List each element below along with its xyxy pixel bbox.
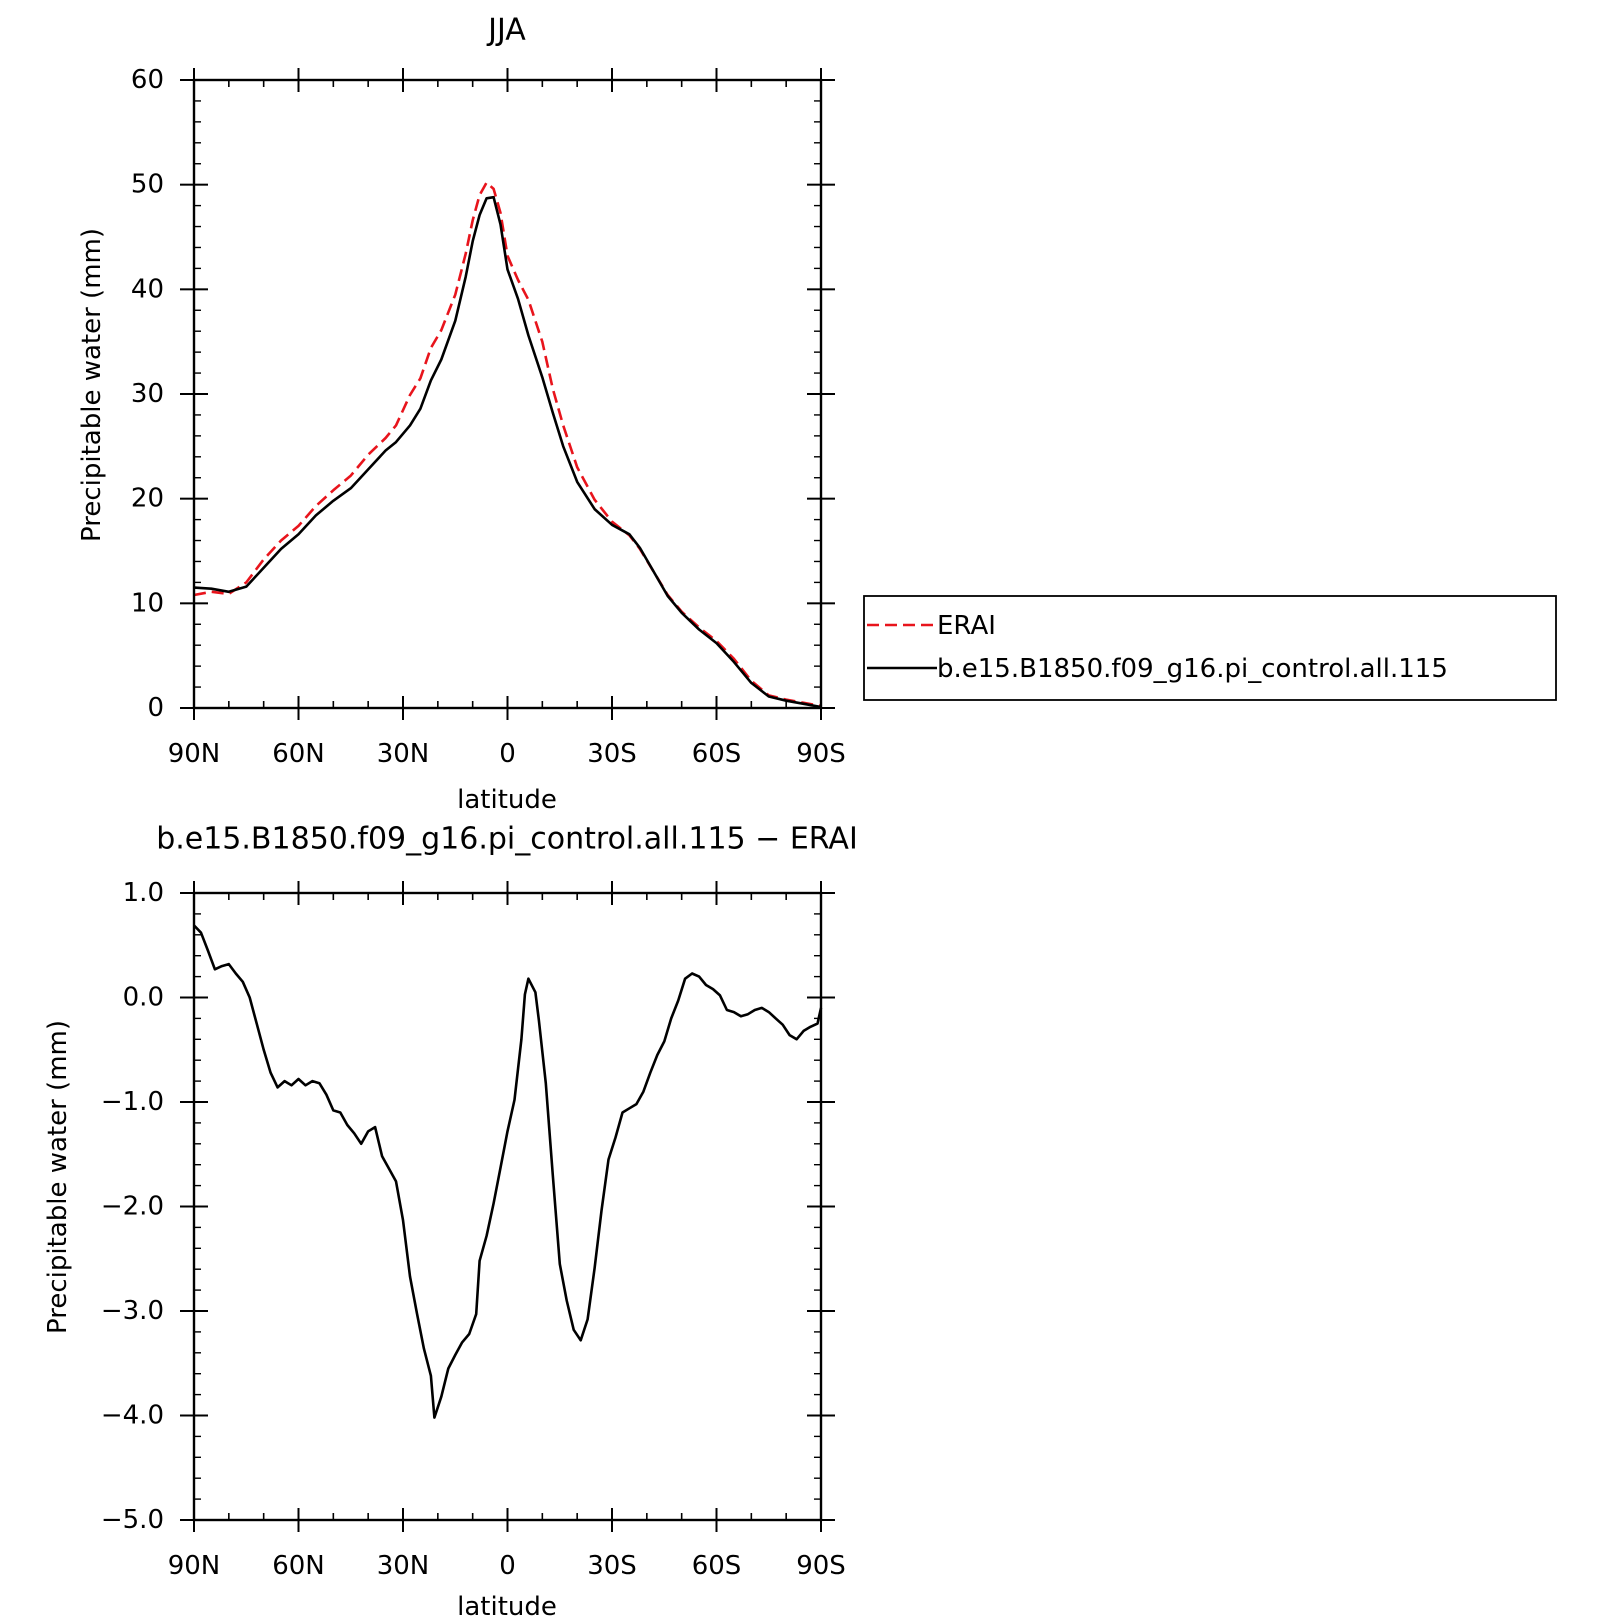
y-tick-label: 0.0 xyxy=(123,983,164,1013)
x-tick-label: 30N xyxy=(377,1551,430,1581)
bottom-xlabel: latitude xyxy=(457,1592,557,1619)
y-tick-label: 60 xyxy=(131,65,164,95)
y-tick-label: −5.0 xyxy=(101,1505,164,1535)
bottom-series xyxy=(193,924,823,1419)
top-series xyxy=(193,181,822,709)
y-tick-label: 0 xyxy=(147,693,164,723)
x-tick-label: 60N xyxy=(272,1551,325,1581)
top-xlabel: latitude xyxy=(457,785,557,815)
x-tick-label: 90S xyxy=(796,1551,846,1581)
x-tick-label: 0 xyxy=(499,739,516,769)
x-tick-label: 0 xyxy=(499,1551,516,1581)
y-tick-label: 40 xyxy=(131,274,164,304)
y-tick-label: −4.0 xyxy=(101,1401,164,1431)
y-tick-label: 30 xyxy=(131,379,164,409)
series-line-b-e15-b1850-f09-g16-pi-control-all-115 xyxy=(193,195,822,709)
bottom-panel: b.e15.B1850.f09_g16.pi_control.all.115 −… xyxy=(43,822,858,1619)
legend-label-model: b.e15.B1850.f09_g16.pi_control.all.115 xyxy=(937,654,1448,684)
x-tick-label: 90N xyxy=(168,1551,221,1581)
top-title: JJA xyxy=(486,13,526,48)
y-tick-label: 20 xyxy=(131,484,164,514)
bottom-title: b.e15.B1850.f09_g16.pi_control.all.115 −… xyxy=(156,822,858,857)
bottom-ylabel: Precipitable water (mm) xyxy=(43,1020,73,1334)
x-tick-label: 60N xyxy=(272,739,325,769)
y-tick-label: 50 xyxy=(131,170,164,200)
x-tick-label: 30S xyxy=(587,1551,637,1581)
y-tick-label: −3.0 xyxy=(101,1296,164,1326)
top-axes: 90N 60N 30N 0 30S 60S 90S 0 10 20 30 40 50 60 xyxy=(131,65,846,769)
top-panel: JJA latitude Precipitable water (mm) 90N… xyxy=(77,13,846,816)
top-ylabel: Precipitable water (mm) xyxy=(77,228,107,542)
top-plot-frame xyxy=(192,78,823,710)
y-tick-label: −1.0 xyxy=(101,1087,164,1117)
bottom-axes: 90N 60N 30N 0 30S 60S 90S 1.0 0.0 −1.0 −2.0 −3.0 −4.… xyxy=(101,878,846,1581)
y-tick-label: 10 xyxy=(131,588,164,618)
x-tick-label: 60S xyxy=(692,1551,742,1581)
x-tick-label: 30N xyxy=(377,739,430,769)
x-tick-label: 90N xyxy=(168,739,221,769)
series-line-difference xyxy=(193,924,823,1419)
y-tick-label: −2.0 xyxy=(101,1192,164,1222)
x-tick-label: 30S xyxy=(587,739,637,769)
x-tick-label: 60S xyxy=(692,739,742,769)
legend-box xyxy=(863,595,1557,701)
bottom-plot-frame xyxy=(192,891,823,1522)
legend: ERAI b.e15.B1850.f09_g16.pi_control.all.… xyxy=(863,595,1557,701)
x-tick-label: 90S xyxy=(796,739,846,769)
legend-label-erai: ERAI xyxy=(937,611,996,641)
y-tick-label: 1.0 xyxy=(123,878,164,908)
